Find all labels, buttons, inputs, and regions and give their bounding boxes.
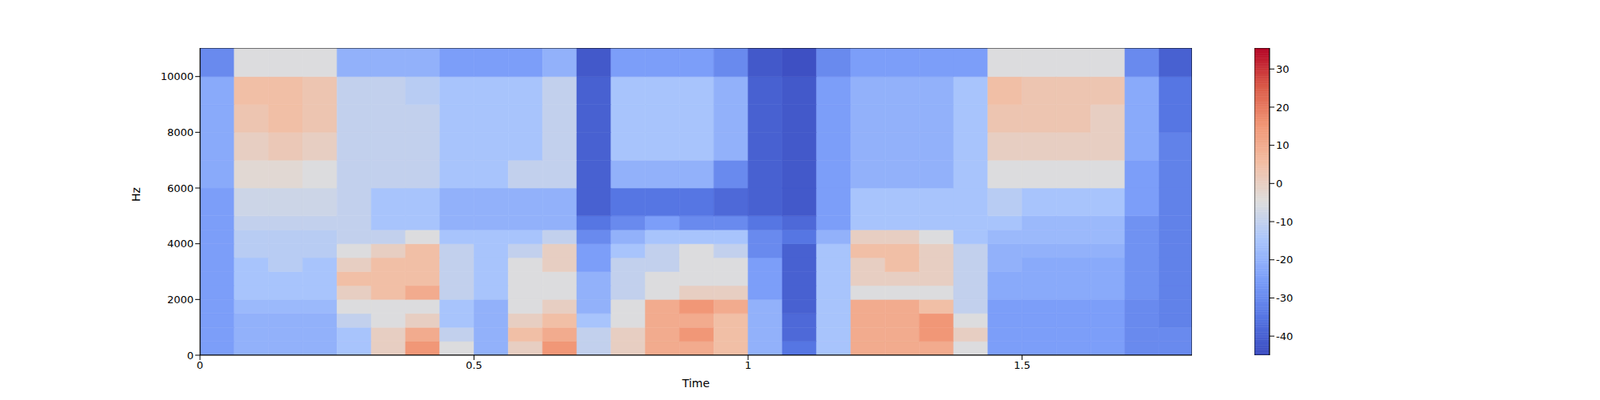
- svg-text:6000: 6000: [167, 182, 194, 195]
- svg-text:0.5: 0.5: [465, 359, 483, 372]
- svg-text:2000: 2000: [167, 293, 194, 306]
- svg-text:0: 0: [187, 349, 194, 362]
- svg-text:Time: Time: [681, 376, 710, 390]
- svg-text:-30: -30: [1276, 292, 1293, 304]
- svg-text:4000: 4000: [167, 237, 194, 250]
- svg-text:-20: -20: [1276, 253, 1293, 266]
- svg-text:1: 1: [744, 359, 752, 372]
- svg-text:20: 20: [1276, 101, 1290, 114]
- svg-text:10000: 10000: [160, 70, 194, 83]
- svg-text:Hz: Hz: [129, 187, 143, 202]
- svg-text:-40: -40: [1276, 330, 1293, 343]
- svg-text:10: 10: [1276, 139, 1290, 152]
- svg-text:0: 0: [1276, 177, 1283, 190]
- svg-text:0: 0: [196, 359, 204, 372]
- svg-text:1.5: 1.5: [1013, 359, 1031, 372]
- svg-text:8000: 8000: [167, 126, 194, 139]
- svg-text:30: 30: [1276, 63, 1290, 76]
- svg-text:-10: -10: [1276, 216, 1293, 228]
